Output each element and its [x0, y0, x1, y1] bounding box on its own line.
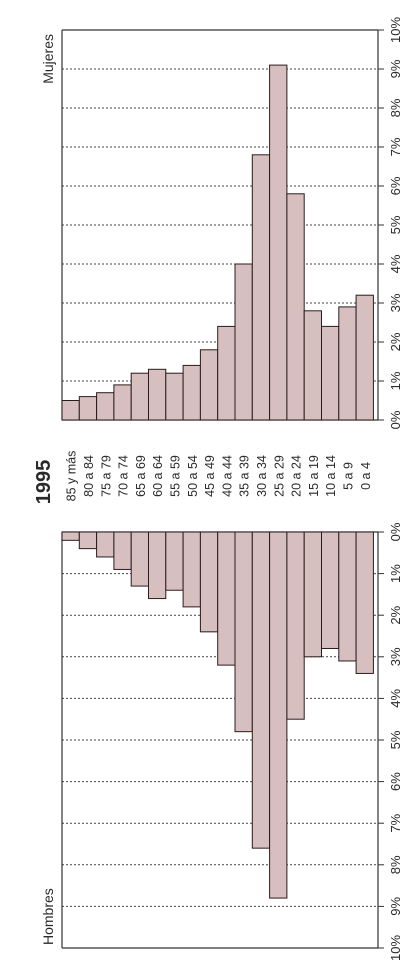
men-bar [303, 531, 323, 658]
women-tick-label: 4% [388, 254, 403, 273]
men-bar [338, 531, 357, 662]
women-bar [234, 263, 253, 421]
men-bar [165, 531, 184, 591]
men-bar [96, 531, 115, 558]
women-bar [303, 310, 323, 421]
women-panel: 0% 1% 2% 3% 4% 5% 6% 7% 8% 9% 10% Mujeres [40, 17, 403, 430]
women-bar [78, 396, 98, 421]
women-bar [61, 400, 80, 421]
age-category-label: 60 a 64 [151, 455, 165, 497]
women-tick-label: 7% [388, 137, 403, 156]
men-series-label: Hombres [40, 888, 56, 945]
women-bar [148, 368, 167, 421]
age-category-label: 55 a 59 [168, 455, 182, 497]
women-tick-label: 8% [388, 98, 403, 117]
age-category-label: 30 a 34 [255, 455, 269, 497]
age-category-label: 70 a 74 [117, 455, 131, 497]
age-category-label: 85 y más [65, 451, 79, 502]
age-category-label: 5 a 9 [341, 462, 355, 490]
men-tick-label: 8% [388, 855, 403, 874]
age-category-label: 35 a 39 [238, 455, 252, 497]
men-bar [61, 531, 80, 541]
women-bar [199, 349, 219, 421]
women-bar [96, 392, 115, 421]
age-category-label: 20 a 24 [290, 455, 304, 497]
women-tick-label: 1% [388, 371, 403, 390]
men-tick-label: 10% [388, 935, 403, 961]
age-category-label: 15 a 19 [307, 455, 321, 497]
women-series-label: Mujeres [40, 34, 56, 84]
women-bar [286, 193, 305, 421]
chart-title: 1995 [33, 460, 55, 505]
women-tick-label: 6% [388, 176, 403, 195]
men-tick-label: 7% [388, 813, 403, 832]
men-bar [148, 531, 167, 600]
men-bar [234, 531, 253, 733]
men-bar [78, 531, 98, 550]
men-bar [321, 531, 340, 649]
women-tick-label: 3% [388, 293, 403, 312]
men-bar [113, 531, 132, 570]
women-bar [113, 384, 132, 421]
age-category-label: 10 a 14 [324, 455, 338, 497]
men-bar [130, 531, 149, 587]
men-bar [251, 531, 271, 849]
men-tick-label: 4% [388, 689, 403, 708]
men-bar [355, 531, 374, 674]
age-category-label: 75 a 79 [99, 455, 113, 497]
age-category-label: 45 a 49 [203, 455, 217, 497]
age-category-label: 50 a 54 [186, 455, 200, 497]
men-tick-label: 3% [388, 647, 403, 666]
women-bar [165, 372, 184, 421]
women-bar [355, 294, 374, 421]
women-tick-label: 0% [388, 410, 403, 429]
women-tick-label: 10% [388, 17, 403, 43]
men-tick-label: 1% [388, 564, 403, 583]
age-category-label: 25 a 29 [272, 455, 286, 497]
age-category-label: 40 a 44 [220, 455, 234, 497]
men-bar [182, 531, 201, 608]
women-bar [217, 325, 236, 421]
women-bar [251, 154, 271, 421]
women-tick-label: 2% [388, 332, 403, 351]
women-bar [182, 364, 201, 421]
age-category-labels: 85 y más 80 a 84 75 a 79 70 a 74 65 a 69 60 a… [65, 451, 373, 502]
men-tick-label: 2% [388, 605, 403, 624]
men-tick-label: 6% [388, 772, 403, 791]
women-bar [130, 372, 149, 421]
women-bar [321, 325, 340, 421]
men-panel: 10% 9% 8% 7% 6% 5% 4% 3% 2% 1% 0% Hombres [40, 522, 403, 961]
women-tick-label: 5% [388, 215, 403, 234]
men-bar [217, 531, 236, 666]
women-tick-label: 9% [388, 59, 403, 78]
age-category-label: 0 a 4 [359, 462, 373, 490]
women-bar [269, 64, 288, 421]
age-category-label: 65 a 69 [134, 455, 148, 497]
age-category-label: 80 a 84 [82, 455, 96, 497]
men-tick-label: 0% [388, 522, 403, 541]
men-bar [199, 531, 219, 633]
men-bar [269, 531, 288, 899]
women-bar [338, 306, 357, 421]
men-bar [286, 531, 305, 720]
men-tick-label: 9% [388, 897, 403, 916]
men-tick-label: 5% [388, 730, 403, 749]
